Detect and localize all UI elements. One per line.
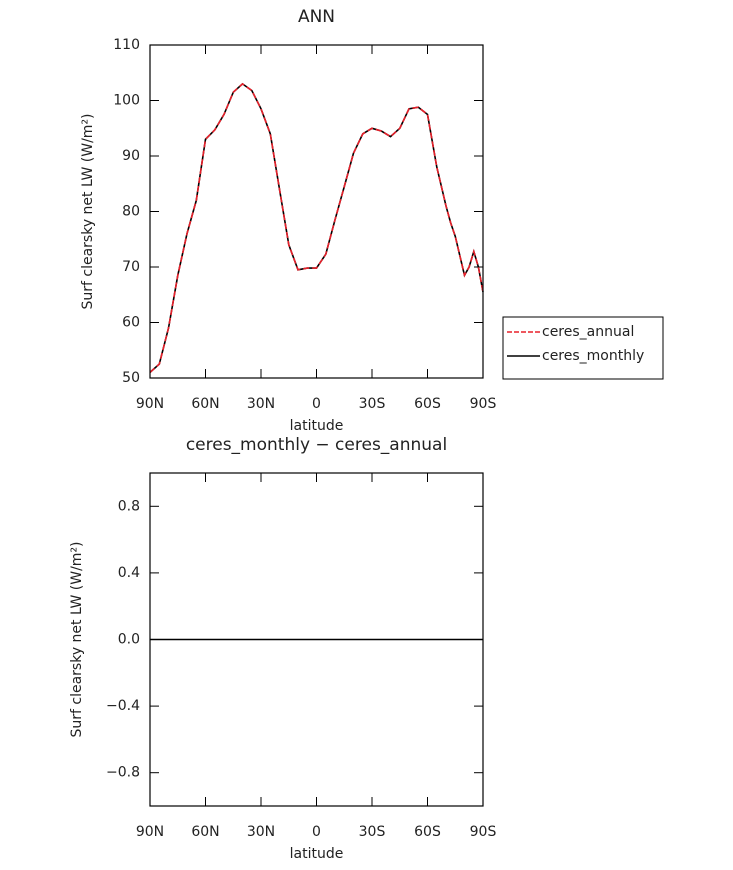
y-tick-label: −0.8: [106, 765, 140, 781]
data-line: [149, 82, 484, 373]
x-tick-label: 60S: [414, 396, 441, 412]
y-tick-label: 100: [113, 93, 140, 109]
plot-frame: [149, 44, 484, 379]
x-tick-label: 90S: [470, 824, 497, 840]
y-tick-label: 70: [122, 259, 140, 275]
x-tick-label: 0: [312, 396, 321, 412]
x-tick-label: 90S: [470, 396, 497, 412]
y-tick-label: 0.0: [118, 632, 140, 648]
plot-frame: [149, 472, 484, 807]
x-tick-label: 30N: [247, 824, 275, 840]
y-axis-label: Surf clearsky net LW (W/m²): [69, 541, 85, 737]
x-tick-label: 90N: [136, 824, 164, 840]
y-tick-label: 80: [122, 204, 140, 220]
x-tick-label: 30S: [359, 396, 386, 412]
y-tick-label: 50: [122, 370, 140, 386]
y-tick-label: 0.8: [118, 498, 140, 514]
chart-title: ANN: [298, 7, 335, 27]
y-tick-label: 0.4: [118, 565, 140, 581]
x-tick-label: 30S: [359, 824, 386, 840]
x-axis-label: latitude: [290, 418, 344, 434]
x-tick-label: 60N: [191, 396, 219, 412]
y-axis-label: Surf clearsky net LW (W/m²): [80, 113, 96, 309]
legend-label: ceres_monthly: [542, 348, 644, 364]
legend-box: [502, 316, 664, 380]
x-tick-label: 60S: [414, 824, 441, 840]
y-tick-label: 90: [122, 148, 140, 164]
y-tick-label: −0.4: [106, 698, 140, 714]
legend-label: ceres_annual: [542, 324, 634, 340]
x-axis-label: latitude: [290, 846, 344, 862]
y-tick-label: 60: [122, 315, 140, 331]
x-tick-label: 90N: [136, 396, 164, 412]
chart-title: ceres_monthly − ceres_annual: [186, 435, 447, 455]
x-tick-label: 60N: [191, 824, 219, 840]
x-tick-label: 30N: [247, 396, 275, 412]
data-line: [149, 82, 484, 373]
y-tick-label: 110: [113, 37, 140, 53]
x-tick-label: 0: [312, 824, 321, 840]
